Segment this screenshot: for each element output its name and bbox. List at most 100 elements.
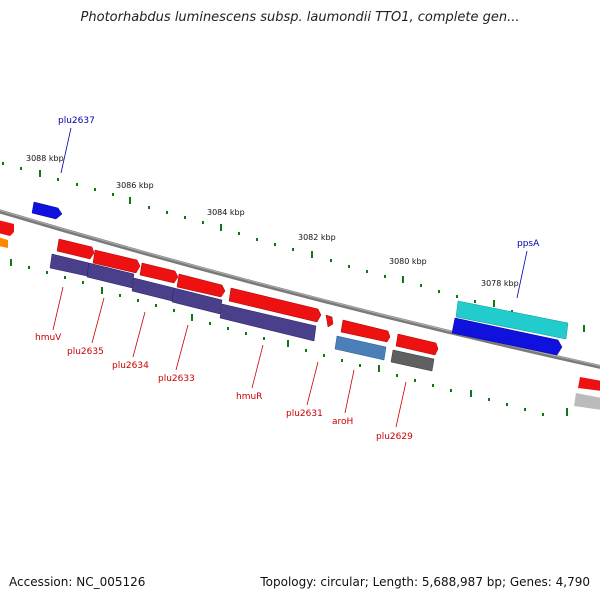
gene-label-plu2634[interactable]: plu2634	[112, 361, 149, 371]
tick-major	[583, 325, 585, 332]
tick	[94, 188, 96, 191]
tick-major	[10, 259, 12, 266]
gene-red-5[interactable]	[228, 287, 322, 323]
leader-ppsA	[516, 250, 528, 299]
tick	[488, 398, 490, 401]
gene-ppsA[interactable]	[455, 300, 569, 340]
gene-plu2635[interactable]	[86, 262, 135, 289]
tick	[348, 265, 350, 268]
gene-plu2629[interactable]	[390, 349, 435, 372]
leader-plu2635	[91, 297, 105, 344]
tick	[420, 284, 422, 287]
leader-plu2633	[175, 324, 189, 371]
tick	[366, 270, 368, 273]
gene-plu2637[interactable]	[31, 201, 63, 220]
leader-plu2637	[60, 127, 72, 174]
accession-text: Accession: NC_005126	[9, 575, 146, 589]
tick-major	[378, 365, 380, 372]
leader-plu2629	[395, 381, 407, 428]
gene-hmuR[interactable]	[219, 303, 317, 342]
tick	[2, 162, 4, 165]
tick-major	[402, 276, 404, 283]
reverse-genes	[49, 253, 600, 410]
tick	[256, 238, 258, 241]
tick	[524, 408, 526, 411]
tick	[82, 281, 84, 284]
scale-labels: 3088 kbp 3086 kbp 3084 kbp 3082 kbp 3080…	[26, 154, 519, 288]
gene-label-hmuR[interactable]: hmuR	[236, 392, 262, 402]
gene-label-plu2633[interactable]: plu2633	[158, 374, 195, 384]
tick	[359, 364, 361, 367]
tick	[438, 290, 440, 293]
red-gene-row	[56, 238, 600, 391]
tick	[28, 266, 30, 269]
gene-blue-large[interactable]	[451, 317, 563, 356]
leader-plu2631	[306, 361, 319, 406]
gene-red-2[interactable]	[92, 249, 141, 274]
tick-major	[287, 340, 289, 347]
tick	[245, 332, 247, 335]
gene-label-plu2629[interactable]: plu2629	[376, 432, 413, 442]
inner-tick-ring	[10, 259, 568, 416]
gene-right-edge-red[interactable]	[578, 377, 600, 391]
gene-red-small[interactable]	[325, 314, 334, 328]
scale-label: 3078 kbp	[481, 279, 519, 288]
tick	[227, 327, 229, 330]
tick	[396, 374, 398, 377]
tick-major	[566, 408, 568, 416]
tick	[46, 271, 48, 274]
tick-major	[129, 197, 131, 204]
tick	[76, 183, 78, 186]
leader-plu2634	[132, 311, 146, 358]
tick	[148, 206, 150, 209]
gene-label-plu2637[interactable]: plu2637	[58, 116, 95, 126]
tick	[184, 216, 186, 219]
tick	[166, 211, 168, 214]
gene-label-plu2635[interactable]: plu2635	[67, 347, 104, 357]
tick	[238, 232, 240, 235]
gene-red-6[interactable]	[340, 319, 391, 343]
tick	[432, 384, 434, 387]
tick-major	[101, 287, 103, 294]
tick-major	[311, 251, 313, 258]
gene-left-edge-orange[interactable]	[0, 237, 8, 248]
scale-label: 3086 kbp	[116, 181, 154, 190]
tick	[450, 389, 452, 392]
tick	[542, 413, 544, 416]
tick	[173, 309, 175, 312]
gene-red-3[interactable]	[139, 262, 179, 284]
gene-right-edge-grey[interactable]	[574, 393, 600, 410]
tick	[209, 322, 211, 325]
gene-red-7[interactable]	[395, 333, 439, 356]
tick	[119, 294, 121, 297]
tick	[20, 167, 22, 170]
tick	[330, 259, 332, 262]
gene-label-ppsA[interactable]: ppsA	[517, 239, 540, 249]
gene-left-edge-red[interactable]	[0, 220, 14, 236]
gene-aroH[interactable]	[334, 335, 387, 361]
tick	[263, 337, 265, 340]
tick	[202, 221, 204, 224]
leader-aroH	[344, 369, 355, 414]
gene-red-4[interactable]	[176, 273, 226, 298]
gene-labels: plu2637 ppsA hmuV plu2635 plu2634 plu263…	[35, 116, 540, 442]
scale-label: 3082 kbp	[298, 233, 336, 242]
tick-major	[220, 224, 222, 231]
genome-backbone	[0, 209, 600, 369]
gene-label-aroH[interactable]: aroH	[332, 417, 353, 427]
gene-label-plu2631[interactable]: plu2631	[286, 409, 323, 419]
gene-red-1[interactable]	[56, 238, 95, 260]
tick	[292, 248, 294, 251]
map-title: Photorhabdus luminescens subsp. laumondi…	[80, 10, 520, 25]
tick	[384, 275, 386, 278]
genome-summary-text: Topology: circular; Length: 5,688,987 bp…	[260, 575, 590, 589]
tick	[64, 276, 66, 279]
gene-label-hmuV[interactable]: hmuV	[35, 333, 62, 343]
gene-plu2633[interactable]	[171, 287, 223, 315]
tick	[112, 193, 114, 196]
label-leaders	[52, 127, 528, 428]
tick	[137, 299, 139, 302]
tick	[506, 403, 508, 406]
leader-hmuV	[52, 286, 64, 331]
